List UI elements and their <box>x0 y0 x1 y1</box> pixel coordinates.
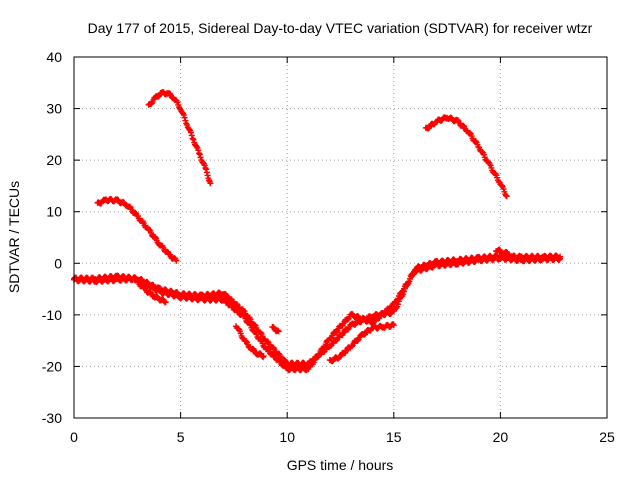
y-tick-label: -30 <box>42 410 62 426</box>
marker-path <box>145 88 214 187</box>
series-arc-10 <box>493 246 512 258</box>
series-arc-3 <box>422 114 510 200</box>
marker-path <box>130 275 169 306</box>
y-tick-label: 10 <box>46 204 62 220</box>
marker-path <box>269 323 282 335</box>
marker-path <box>94 195 180 264</box>
x-tick-label: 15 <box>386 429 402 445</box>
x-tick-label: 10 <box>279 429 295 445</box>
series-arc-1 <box>94 195 180 264</box>
series-arc-8 <box>269 323 282 335</box>
y-tick-label: 0 <box>54 255 62 271</box>
y-axis-label: SDTVAR / TECUs <box>6 181 22 293</box>
chart-title: Day 177 of 2015, Sidereal Day-to-day VTE… <box>88 20 593 36</box>
marker-path <box>326 321 397 365</box>
y-tick-label: -20 <box>42 358 62 374</box>
y-tick-label: 40 <box>46 49 62 65</box>
x-tick-label: 0 <box>70 429 78 445</box>
grid-lines <box>74 57 607 418</box>
y-tick-labels: -30 -20 -10 0 10 20 30 40 <box>42 49 62 426</box>
marker-path <box>233 323 267 361</box>
plot-frame <box>73 56 608 419</box>
y-tick-label: 20 <box>46 152 62 168</box>
x-tick-label: 25 <box>599 429 615 445</box>
axis-ticks <box>73 56 608 419</box>
x-tick-label: 20 <box>493 429 509 445</box>
x-tick-label: 5 <box>177 429 185 445</box>
y-tick-label: 30 <box>46 101 62 117</box>
series-arc-7 <box>233 323 267 361</box>
series-arc-6 <box>130 275 169 306</box>
series-arc-9 <box>326 321 397 365</box>
x-tick-labels: 0 5 10 15 20 25 <box>70 429 615 445</box>
y-tick-label: -10 <box>42 307 62 323</box>
x-axis-label: GPS time / hours <box>287 457 394 473</box>
series-arc-2 <box>145 88 214 187</box>
marker-path <box>422 114 510 200</box>
marker-path <box>493 246 512 258</box>
